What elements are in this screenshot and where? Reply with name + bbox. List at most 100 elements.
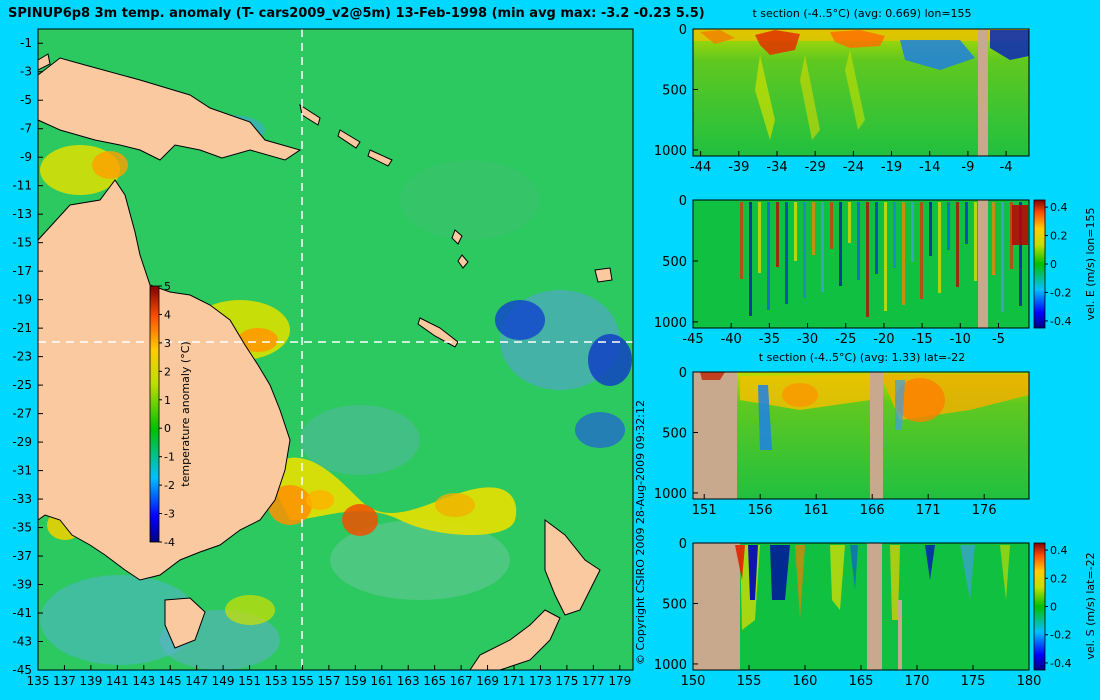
y-tick-label: 1000 bbox=[654, 144, 687, 159]
section-2-y-ticks: 0 500 1000 bbox=[654, 194, 698, 331]
y-tick-label: -33 bbox=[12, 492, 32, 506]
x-tick-label: -19 bbox=[881, 160, 902, 175]
colorbar-tick-label: -2 bbox=[164, 479, 175, 492]
y-tick-label: -17 bbox=[12, 264, 32, 278]
section-4-colorbar-label: vel. S (m/s) lat=-22 bbox=[1084, 552, 1097, 659]
y-tick-label: 1000 bbox=[654, 658, 687, 673]
australia-land bbox=[37, 179, 291, 581]
y-tick-label: 1000 bbox=[654, 487, 687, 502]
x-tick-label: 171 bbox=[503, 674, 526, 688]
x-tick-label: 151 bbox=[238, 674, 261, 688]
y-tick-label: -11 bbox=[12, 179, 32, 193]
x-tick-label: 169 bbox=[476, 674, 499, 688]
section-1-features bbox=[693, 29, 1029, 156]
tasmania-land bbox=[164, 597, 206, 649]
x-tick-label: 180 bbox=[1017, 674, 1042, 689]
map-colorbar bbox=[149, 285, 160, 543]
section-2-colorbar-label: vel. E (m/s) lon=155 bbox=[1084, 208, 1097, 321]
x-tick-label: -5 bbox=[992, 332, 1005, 347]
new-caledonia-land bbox=[417, 317, 459, 348]
solomon-islands-land bbox=[299, 103, 393, 167]
section-2-colorbar bbox=[1033, 199, 1046, 329]
section-1-title: t section (-4..5°C) (avg: 0.669) lon=155 bbox=[752, 7, 971, 20]
y-tick-label: -37 bbox=[12, 549, 32, 563]
colorbar-tick-label: -0.4 bbox=[1050, 657, 1071, 670]
x-tick-label: -25 bbox=[835, 332, 856, 347]
section-3-panel: t section (-4..5°C) (avg: 1.33) lat=-22 … bbox=[654, 351, 1030, 518]
x-tick-label: 137 bbox=[53, 674, 76, 688]
section-1-panel: t section (-4..5°C) (avg: 0.669) lon=155… bbox=[654, 7, 1030, 175]
colorbar-tick-label: -1 bbox=[164, 451, 175, 464]
y-tick-label: -29 bbox=[12, 435, 32, 449]
x-tick-label: -39 bbox=[728, 160, 749, 175]
x-tick-label: 155 bbox=[291, 674, 314, 688]
x-tick-label: 156 bbox=[748, 503, 773, 518]
section-3-features bbox=[693, 372, 1029, 499]
x-tick-label: -15 bbox=[911, 332, 932, 347]
colorbar-tick-label: -4 bbox=[164, 536, 175, 549]
x-tick-label: -44 bbox=[690, 160, 711, 175]
colorbar-tick-label: 0 bbox=[164, 422, 171, 435]
section-4-features bbox=[693, 543, 1010, 670]
x-tick-label: -34 bbox=[766, 160, 787, 175]
y-tick-label: 0 bbox=[679, 194, 687, 209]
x-tick-label: -30 bbox=[797, 332, 818, 347]
section-4-colorbar bbox=[1033, 542, 1046, 671]
map-panel: 135 137 139 141 143 145 147 149 151 153 155 157 159 1… bbox=[12, 28, 634, 688]
map-frame bbox=[37, 28, 634, 671]
colorbar-tick-label: -0.4 bbox=[1050, 315, 1071, 328]
section-1-frame bbox=[692, 28, 1030, 157]
x-tick-label: -40 bbox=[721, 332, 742, 347]
y-tick-label: -31 bbox=[12, 464, 32, 478]
x-tick-label: 161 bbox=[370, 674, 393, 688]
x-tick-label: 147 bbox=[185, 674, 208, 688]
colorbar-tick-label: 0.4 bbox=[1050, 544, 1068, 557]
vanuatu-land bbox=[451, 229, 469, 269]
x-tick-label: -4 bbox=[1000, 160, 1013, 175]
colorbar-tick-label: -0.2 bbox=[1050, 629, 1071, 642]
colorbar-tick-label: 0.4 bbox=[1050, 201, 1068, 214]
section-1-y-ticks: 0 500 1000 bbox=[654, 23, 698, 159]
x-tick-label: 141 bbox=[106, 674, 129, 688]
y-tick-label: -19 bbox=[12, 293, 32, 307]
section-3-frame bbox=[692, 371, 1030, 500]
y-tick-label: -27 bbox=[12, 407, 32, 421]
y-tick-label: -5 bbox=[20, 93, 32, 107]
x-tick-label: 175 bbox=[555, 674, 578, 688]
x-tick-label: 139 bbox=[79, 674, 102, 688]
y-tick-label: -43 bbox=[12, 635, 32, 649]
x-tick-label: 177 bbox=[582, 674, 605, 688]
section-4-panel: 150 155 160 165 170 175 180 0 500 1000 0.4 0.2 0 -0… bbox=[654, 537, 1097, 689]
copyright-text: © Copyright CSIRO 2009 28-Aug-2009 09:32… bbox=[634, 400, 647, 665]
colorbar-tick-label: 0.2 bbox=[1050, 572, 1068, 585]
x-tick-label: 157 bbox=[317, 674, 340, 688]
x-tick-label: 165 bbox=[423, 674, 446, 688]
x-tick-label: -14 bbox=[919, 160, 940, 175]
colorbar-tick-label: 5 bbox=[164, 280, 171, 293]
colorbar-tick-label: 1 bbox=[164, 394, 171, 407]
colorbar-tick-label: -0.2 bbox=[1050, 286, 1071, 299]
x-tick-label: 145 bbox=[159, 674, 182, 688]
y-tick-label: -35 bbox=[12, 521, 32, 535]
section-2-frame bbox=[692, 199, 1030, 329]
colorbar-tick-label: -3 bbox=[164, 508, 175, 521]
y-tick-label: -45 bbox=[12, 663, 32, 677]
section-3-y-ticks: 0 500 1000 bbox=[654, 366, 698, 502]
y-tick-label: 500 bbox=[662, 426, 687, 441]
section-4-colorbar-ticks: 0.4 0.2 0 -0.2 -0.4 bbox=[1045, 544, 1071, 670]
colorbar-tick-label: 0.2 bbox=[1050, 230, 1068, 243]
x-tick-label: 160 bbox=[793, 674, 818, 689]
section-1-x-ticks: -44 -39 -34 -29 -24 -19 -14 -9 -4 bbox=[690, 151, 1013, 175]
y-tick-label: -41 bbox=[12, 606, 32, 620]
x-tick-label: 151 bbox=[692, 503, 717, 518]
y-tick-label: -3 bbox=[20, 65, 32, 79]
y-tick-label: 0 bbox=[679, 23, 687, 38]
map-colorbar-ticks: 5 4 3 2 1 0 -1 -2 -3 -4 bbox=[159, 280, 175, 549]
y-tick-label: 0 bbox=[679, 537, 687, 552]
x-tick-label: 171 bbox=[916, 503, 941, 518]
colorbar-tick-label: 4 bbox=[164, 308, 171, 321]
x-tick-label: -29 bbox=[805, 160, 826, 175]
x-tick-label: 163 bbox=[397, 674, 420, 688]
x-tick-label: 176 bbox=[972, 503, 997, 518]
